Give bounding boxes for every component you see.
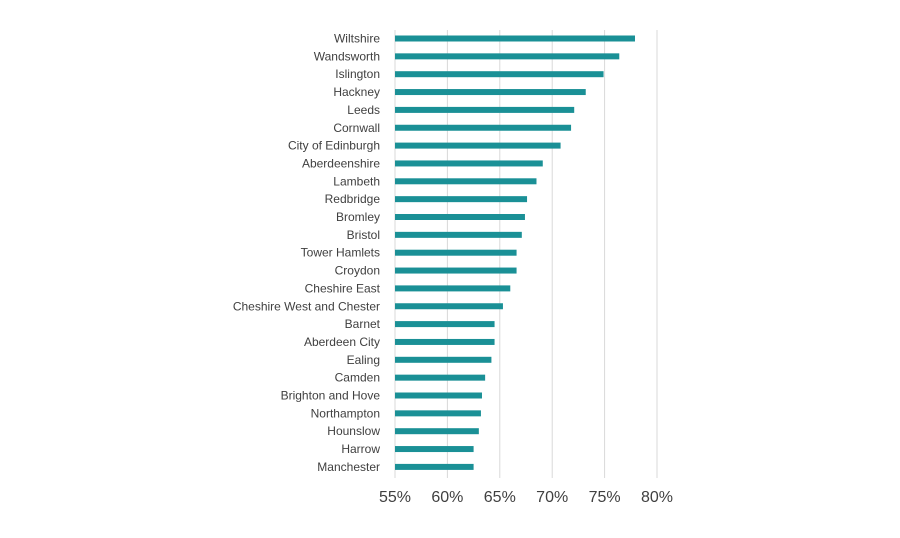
bar: [395, 428, 479, 435]
bar: [395, 392, 482, 399]
bar: [395, 89, 586, 96]
category-labels: Wiltshire Wandsworth Islington Hackney Leeds…: [233, 32, 381, 474]
category-label: Barnet: [345, 317, 381, 331]
bar: [395, 231, 522, 238]
category-label: Islington: [335, 67, 380, 81]
bar: [395, 196, 528, 203]
bar: [395, 53, 620, 60]
x-tick-label: 75%: [589, 489, 621, 506]
category-label: Croydon: [335, 264, 380, 278]
category-label: Bristol: [347, 228, 380, 242]
bar: [395, 214, 525, 220]
bar: [395, 160, 543, 167]
category-label: Bromley: [336, 210, 380, 224]
category-label: Wandsworth: [314, 49, 380, 63]
category-label: Leeds: [347, 103, 380, 117]
bar: [395, 285, 511, 292]
category-label: Ealing: [347, 353, 380, 367]
bar: [395, 249, 517, 256]
category-label: Aberdeen City: [304, 335, 380, 349]
category-label: Cheshire West and Chester: [233, 299, 380, 313]
category-label: Manchester: [317, 460, 380, 474]
category-label: Hackney: [333, 85, 380, 99]
bars: [395, 35, 635, 470]
category-label: Harrow: [341, 442, 380, 456]
category-label: Cornwall: [333, 121, 380, 135]
bar: [395, 303, 503, 310]
x-tick-label: 55%: [379, 489, 411, 506]
bar: [395, 338, 495, 345]
bar: [395, 106, 575, 113]
category-label: Camden: [335, 371, 380, 385]
bar: [395, 142, 561, 149]
bar: [395, 446, 474, 453]
category-label: Tower Hamlets: [301, 246, 380, 260]
category-label: Cheshire East: [305, 281, 381, 295]
category-label: Aberdeenshire: [302, 156, 380, 170]
category-label: Northampton: [311, 406, 380, 420]
bar: [395, 124, 572, 131]
bar: [395, 178, 537, 185]
category-label: Lambeth: [333, 174, 380, 188]
bar: [395, 463, 474, 470]
bar: [395, 356, 492, 363]
x-tick-labels: 55% 60% 65% 70% 75% 80%: [379, 489, 673, 506]
category-label: Wiltshire: [334, 32, 380, 46]
category-label: Redbridge: [325, 192, 381, 206]
category-label: Hounslow: [327, 424, 380, 438]
x-tick-label: 60%: [431, 489, 463, 506]
bar: [395, 71, 604, 78]
bar: [395, 35, 635, 42]
bar: [395, 321, 495, 328]
bar: [395, 410, 481, 417]
x-tick-label: 70%: [536, 489, 568, 506]
x-tick-label: 65%: [484, 489, 516, 506]
x-tick-label: 80%: [641, 489, 673, 506]
category-label: Brighton and Hove: [281, 389, 381, 403]
bar: [395, 267, 517, 274]
bar: [395, 374, 486, 381]
category-label: City of Edinburgh: [288, 139, 380, 153]
